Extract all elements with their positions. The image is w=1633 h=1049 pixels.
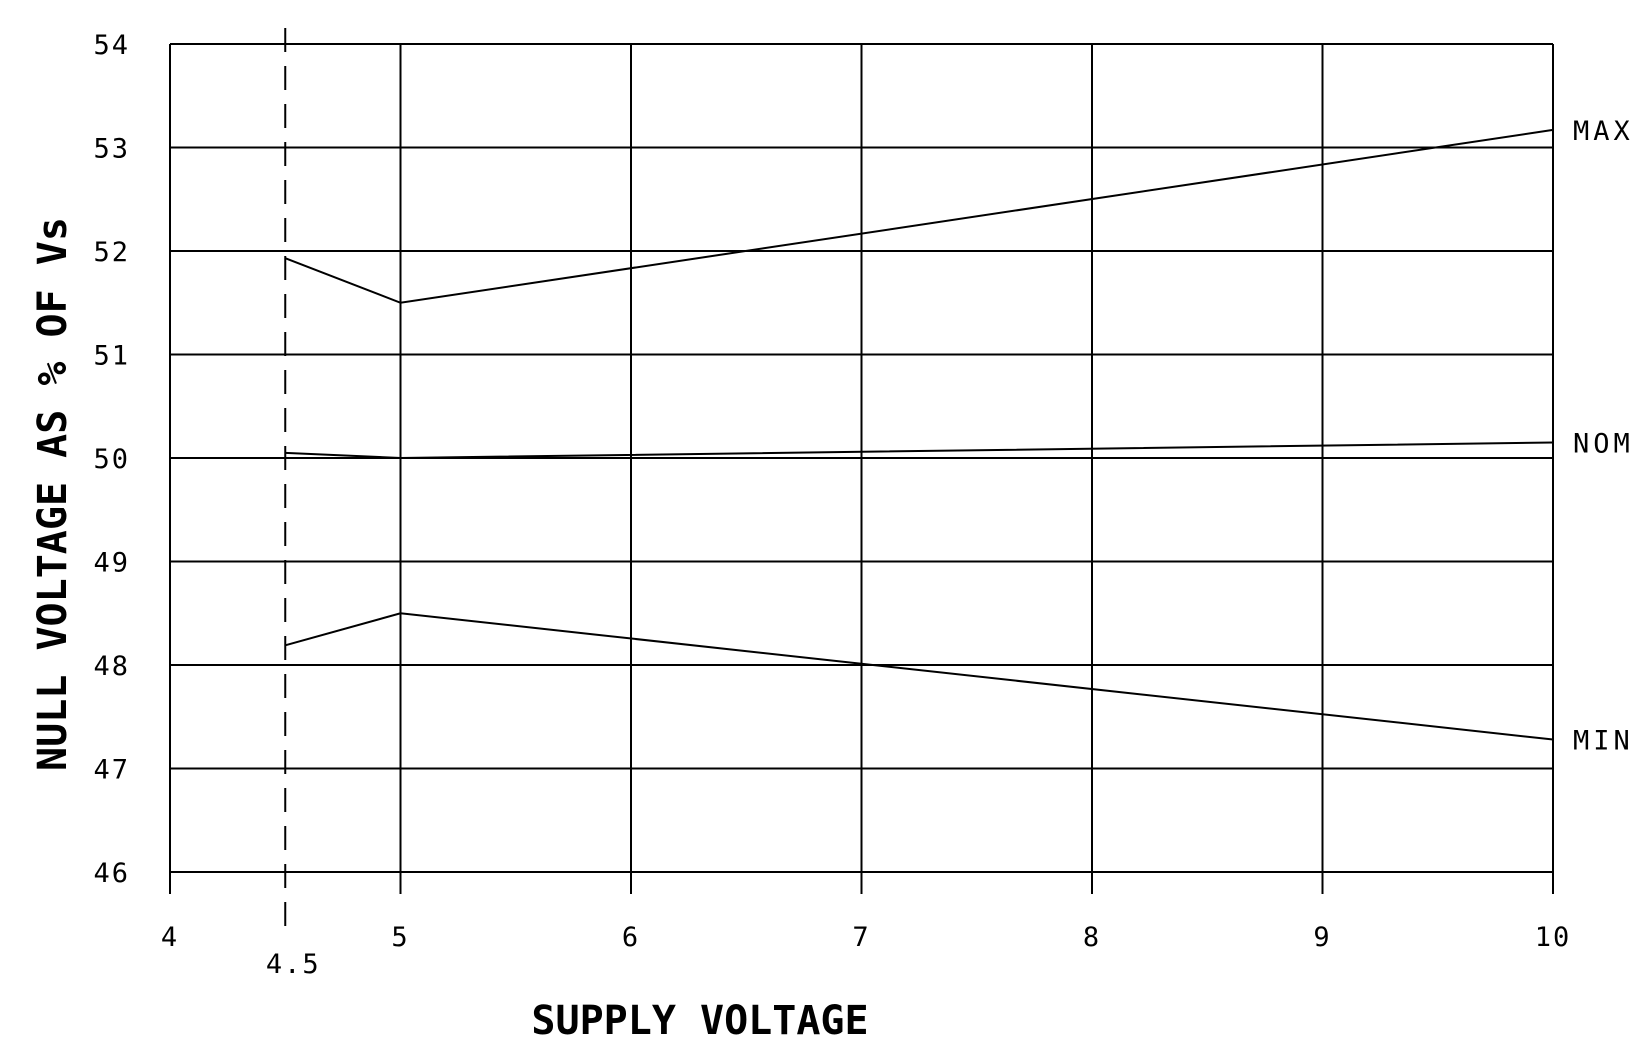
x-tick-label: 8 [1083, 922, 1101, 953]
grid [169, 43, 1554, 894]
x-tick-label: 7 [852, 922, 870, 953]
series-label-nom: NOM [1573, 428, 1633, 459]
x-axis-title: SUPPLY VOLTAGE [531, 998, 868, 1044]
y-tick-label: 53 [93, 134, 130, 165]
y-tick-label: 51 [93, 341, 130, 372]
y-tick-label: 50 [93, 444, 130, 475]
x-tick-label: 10 [1535, 922, 1572, 953]
y-tick-label: 47 [93, 755, 130, 786]
y-tick-label: 52 [93, 237, 130, 268]
series-label-max: MAX [1573, 116, 1633, 147]
y-tick-label: 48 [93, 651, 130, 682]
series-line-min [284, 612, 1554, 741]
x-tick-label: 4 [161, 922, 179, 953]
reference-line-label: 4.5 [266, 949, 321, 980]
y-tick-label: 46 [93, 858, 130, 889]
series-label-min: MIN [1573, 726, 1633, 757]
series-line-max [284, 128, 1554, 304]
reference-line-group: 4.5 [266, 28, 321, 980]
series-line-nom [285, 441, 1554, 460]
x-tick-label: 5 [391, 922, 409, 953]
y-axis-title: NULL VOLTAGE AS % OF Vs [30, 217, 76, 771]
series-labels: MAX NOM MIN [1573, 116, 1633, 757]
y-tick-label: 49 [93, 548, 130, 579]
x-tick-label: 9 [1313, 922, 1331, 953]
x-tick-label: 6 [622, 922, 640, 953]
y-tick-label: 54 [93, 30, 130, 61]
series-group [284, 128, 1554, 741]
tick-labels: 46 47 48 49 50 51 52 53 54 4 5 6 7 8 9 10 [93, 30, 1572, 953]
